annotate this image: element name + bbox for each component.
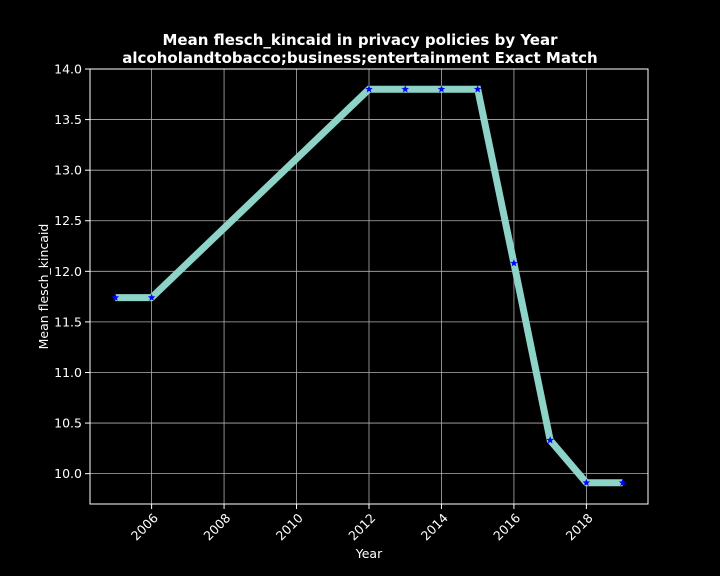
x-tick-label: 2012 [345, 510, 378, 543]
data-point [111, 293, 120, 301]
x-tick-label: 2018 [563, 510, 596, 543]
chart-subtitle: alcoholandtobacco;business;entertainment… [122, 49, 598, 67]
x-tick-label: 2010 [273, 510, 306, 543]
data-point [365, 85, 373, 93]
x-axis-label: Year [355, 546, 383, 561]
y-tick-label: 13.5 [54, 112, 82, 127]
data-markers [111, 85, 627, 486]
data-point [401, 85, 410, 93]
chart-title: Mean flesch_kincaid in privacy policies … [162, 31, 558, 49]
y-tick-label: 12.5 [54, 213, 82, 228]
series-line-group [115, 85, 623, 487]
series-line [115, 85, 623, 487]
x-tick-label: 2006 [128, 510, 161, 543]
y-tick-label: 10.0 [54, 466, 82, 481]
grid-lines [90, 68, 648, 504]
data-point [437, 85, 446, 93]
data-point [473, 85, 482, 93]
y-tick-label: 13.0 [54, 163, 82, 178]
data-point [546, 436, 554, 444]
y-axis-label: Mean flesch_kincaid [36, 224, 51, 350]
data-point [147, 293, 156, 301]
x-tick-label: 2014 [418, 510, 451, 543]
y-tick-label: 11.0 [54, 365, 82, 380]
x-tick-label: 2016 [490, 510, 523, 543]
y-tick-label: 14.0 [54, 62, 82, 77]
y-tick-label: 10.5 [54, 416, 82, 431]
y-tick-label: 12.0 [54, 264, 82, 279]
x-tick-label: 2008 [200, 510, 233, 543]
data-point [582, 478, 591, 486]
data-point [510, 259, 518, 267]
y-tick-label: 11.5 [54, 314, 82, 329]
data-point [618, 478, 627, 486]
